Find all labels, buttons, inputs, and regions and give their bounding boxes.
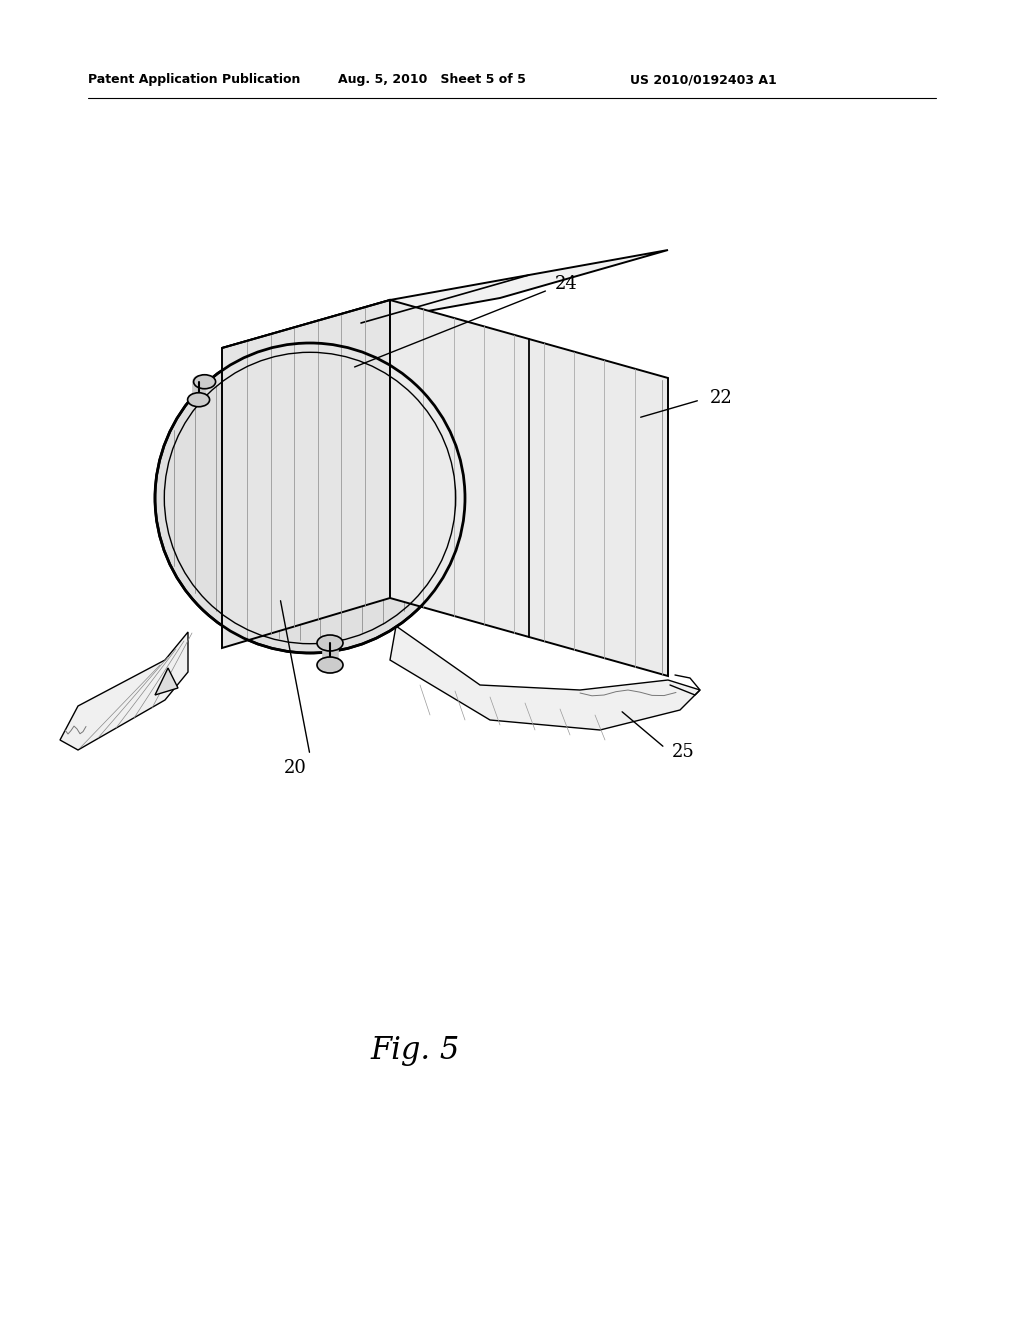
Text: Fig. 5: Fig. 5 bbox=[370, 1035, 459, 1065]
Text: Patent Application Publication: Patent Application Publication bbox=[88, 74, 300, 87]
Text: 20: 20 bbox=[284, 759, 306, 777]
Text: Aug. 5, 2010   Sheet 5 of 5: Aug. 5, 2010 Sheet 5 of 5 bbox=[338, 74, 526, 87]
Ellipse shape bbox=[155, 343, 465, 653]
Polygon shape bbox=[155, 668, 178, 696]
Text: 22: 22 bbox=[710, 389, 733, 407]
Ellipse shape bbox=[317, 657, 343, 673]
Ellipse shape bbox=[317, 635, 343, 651]
Ellipse shape bbox=[194, 375, 216, 389]
Polygon shape bbox=[222, 249, 668, 348]
Text: 24: 24 bbox=[555, 275, 578, 293]
Polygon shape bbox=[390, 626, 700, 730]
Polygon shape bbox=[222, 300, 390, 648]
Polygon shape bbox=[60, 632, 188, 750]
Polygon shape bbox=[390, 300, 668, 676]
Text: US 2010/0192403 A1: US 2010/0192403 A1 bbox=[630, 74, 777, 87]
Text: 25: 25 bbox=[672, 743, 694, 762]
Ellipse shape bbox=[187, 393, 210, 407]
